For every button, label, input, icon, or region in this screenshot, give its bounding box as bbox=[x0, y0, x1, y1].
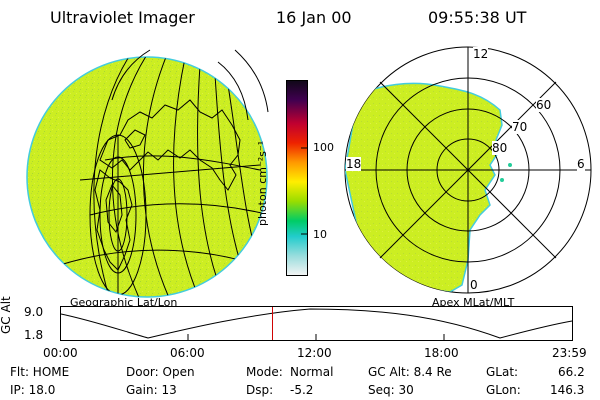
lat-label-60: 60 bbox=[536, 98, 552, 112]
timeline-ymin: 1.8 bbox=[24, 328, 44, 342]
mlt-label-6: 6 bbox=[577, 157, 585, 171]
left-panel-caption: Geographic Lat/Lon bbox=[70, 296, 178, 309]
colorbar-unit: photon cm⁻²s⁻¹ bbox=[256, 140, 269, 226]
status-glon-label: GLon: bbox=[486, 383, 521, 397]
timeline-ymax: 9.0 bbox=[24, 305, 44, 319]
timeline-tick-0000: 00:00 bbox=[43, 346, 78, 360]
date-label: 16 Jan 00 bbox=[276, 8, 352, 27]
lat-label-80: 80 bbox=[492, 141, 508, 155]
status-glat-value: 66.2 bbox=[558, 365, 585, 379]
timeline-ylabel: GC Alt bbox=[0, 296, 13, 334]
mlt-label-0: 0 bbox=[470, 278, 478, 292]
timeline-tick-0600: 06:00 bbox=[170, 346, 205, 360]
status-flt: Flt: HOME bbox=[10, 365, 70, 379]
lat-label-70: 70 bbox=[512, 120, 528, 134]
status-door: Door: Open bbox=[126, 365, 195, 379]
mlt-label-12: 12 bbox=[473, 47, 489, 61]
status-glon-value: 146.3 bbox=[550, 383, 585, 397]
status-glat-label: GLat: bbox=[486, 365, 519, 379]
status-gain: Gain: 13 bbox=[126, 383, 177, 397]
geographic-map bbox=[26, 49, 269, 298]
status-mode-value: Normal bbox=[290, 365, 334, 379]
status-mode-label: Mode: bbox=[246, 365, 283, 379]
status-seq: Seq: 30 bbox=[368, 383, 414, 397]
colorbar-tick-100: 100 bbox=[313, 141, 334, 154]
status-ip: IP: 18.0 bbox=[10, 383, 56, 397]
mlt-label-18: 18 bbox=[346, 157, 362, 171]
timeline-tick-1200: 12:00 bbox=[297, 346, 332, 360]
status-dsp-value: -5.2 bbox=[290, 383, 314, 397]
colorbar-tick-10: 10 bbox=[313, 228, 327, 241]
timeline-tick-2359: 23:59 bbox=[552, 346, 587, 360]
app-title: Ultraviolet Imager bbox=[50, 8, 195, 27]
altitude-timeline bbox=[60, 306, 573, 341]
status-gcalt: GC Alt: 8.4 Re bbox=[368, 365, 452, 379]
color-scale-bar bbox=[286, 80, 308, 276]
time-label: 09:55:38 UT bbox=[428, 8, 527, 27]
timeline-tick-1800: 18:00 bbox=[424, 346, 459, 360]
right-panel-caption: Apex MLat/MLT bbox=[432, 296, 515, 309]
status-dsp-label: Dsp: bbox=[246, 383, 274, 397]
polar-map bbox=[344, 46, 592, 294]
auroral-region bbox=[345, 82, 503, 293]
earth-disc bbox=[26, 56, 268, 298]
